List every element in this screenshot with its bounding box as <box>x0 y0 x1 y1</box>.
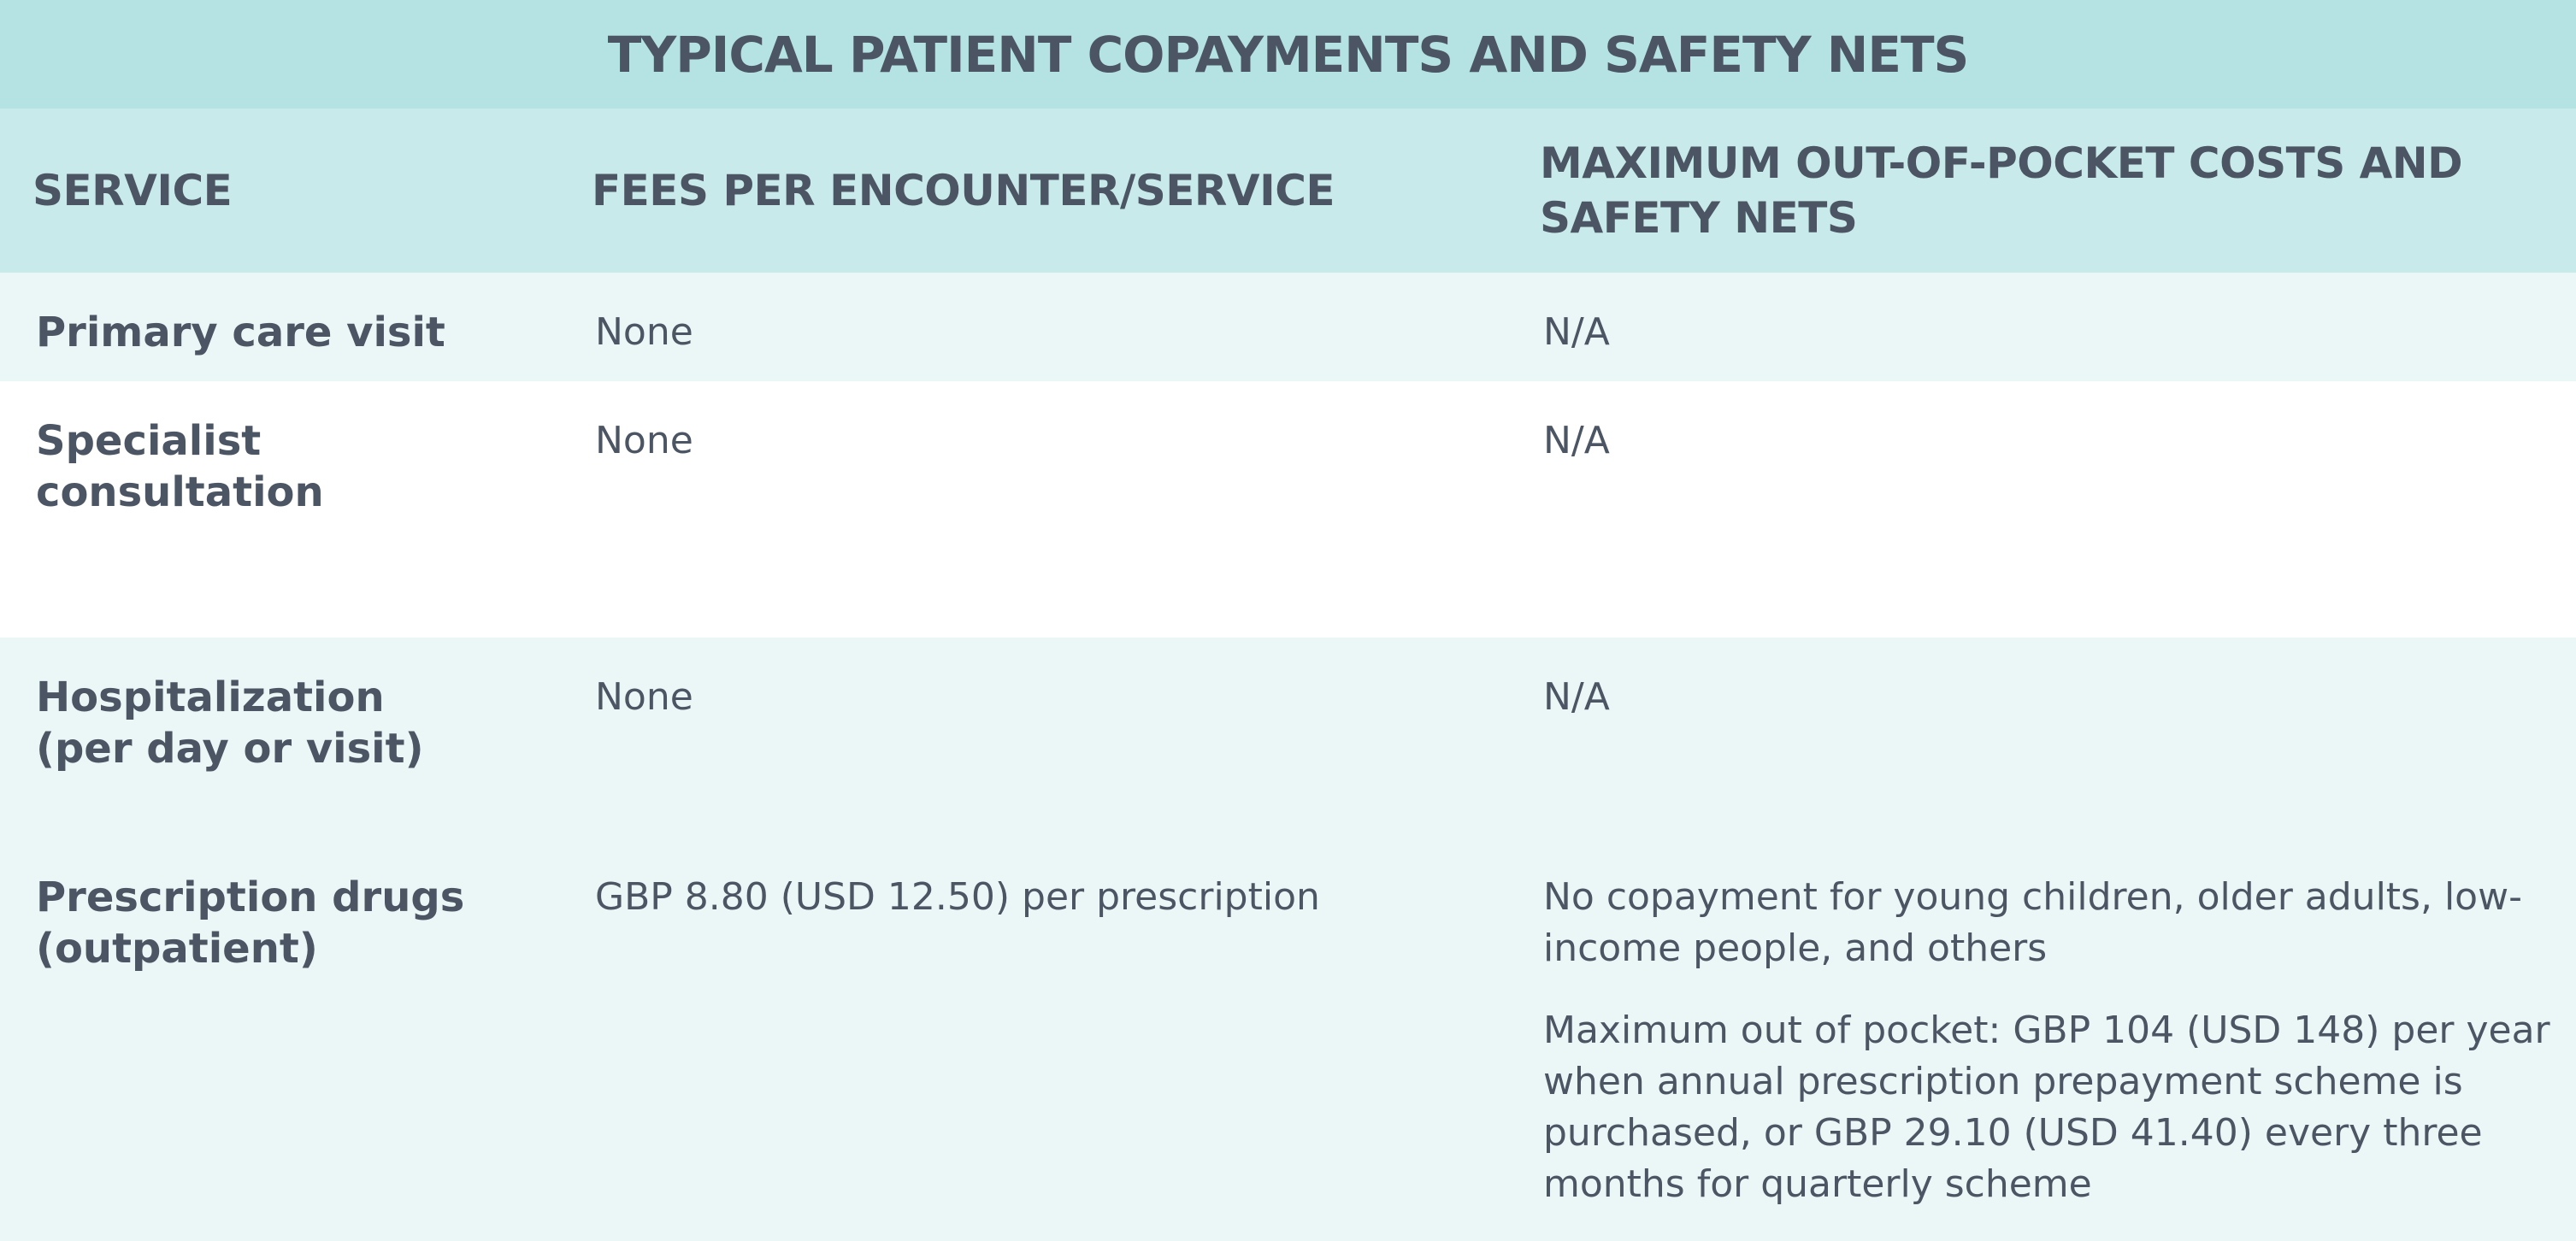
max-paragraph: Maximum out of pocket: GBP 104 (USD 148)… <box>1543 1009 2550 1206</box>
max-cell: N/A <box>1543 415 2552 497</box>
fee-cell: None <box>595 675 693 719</box>
service-line: Prescription drugs <box>36 873 465 921</box>
service-line: Primary care visit <box>36 309 445 356</box>
service-cell: Primary care visit <box>36 307 549 358</box>
fee-cell: GBP 8.80 (USD 12.50) per prescription <box>595 875 1320 919</box>
max-cell: No copayment for young children, older a… <box>1543 872 2552 1241</box>
max-paragraph: N/A <box>1543 675 1610 719</box>
table-row: Prescription drugs (outpatient) GBP 8.80 (… <box>0 838 2576 1229</box>
max-paragraph: No copayment for young children, older a… <box>1543 875 2522 970</box>
table-row: Specialist consultation None N/A <box>0 381 2576 638</box>
header-cell: MAXIMUM OUT-OF-POCKET COSTS AND SAFETY NE… <box>1540 109 2463 273</box>
max-cell: N/A <box>1543 672 2552 754</box>
service-line: (per day or visit) <box>36 725 424 773</box>
header-cell: SERVICE <box>32 109 233 273</box>
header-cell: FEES PER ENCOUNTER/SERVICE <box>592 109 1335 273</box>
table-row: Hospitalization (per day or visit) None N/A <box>0 638 2576 838</box>
fee-cell: None <box>595 419 693 462</box>
header-row: SERVICE FEES PER ENCOUNTER/SERVICE MAXIMUM… <box>0 109 2576 273</box>
header-line: FEES PER ENCOUNTER/SERVICE <box>592 166 1335 215</box>
table-row: Primary care visit None N/A <box>0 273 2576 381</box>
service-cell: Hospitalization (per day or visit) <box>36 672 549 774</box>
table-title: TYPICAL PATIENT COPAYMENTS AND SAFETY NE… <box>0 0 2576 109</box>
service-line: Hospitalization <box>36 673 385 721</box>
service-line: (outpatient) <box>36 925 318 973</box>
header-line: SAFETY NETS <box>1540 193 1858 243</box>
fee-cell: None <box>595 310 693 354</box>
header-line: SERVICE <box>32 166 233 215</box>
service-cell: Specialist consultation <box>36 415 549 518</box>
max-cell: N/A <box>1543 307 2552 389</box>
max-paragraph: N/A <box>1543 310 1610 354</box>
service-line: Specialist consultation <box>36 417 324 516</box>
service-cell: Prescription drugs (outpatient) <box>36 872 549 974</box>
header-line: MAXIMUM OUT-OF-POCKET COSTS AND <box>1540 138 2463 188</box>
max-paragraph: N/A <box>1543 419 1610 462</box>
